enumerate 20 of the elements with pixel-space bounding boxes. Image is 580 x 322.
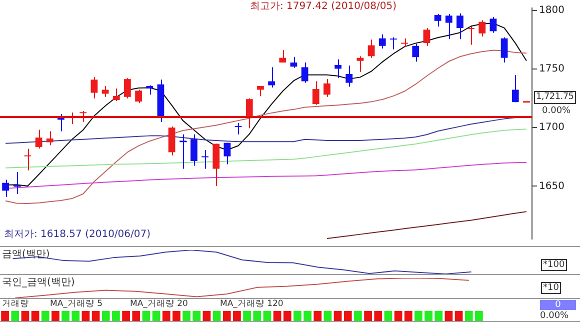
text: *10 xyxy=(541,282,561,294)
candlestick xyxy=(46,130,54,146)
y-tick-label: 1700 xyxy=(539,122,564,134)
text: 0 xyxy=(540,300,576,310)
y-tick-label: 1750 xyxy=(539,64,564,75)
text: 0.00% xyxy=(542,106,571,116)
text: *100 xyxy=(541,259,567,271)
annotation: 최저가: 1618.57 (2010/06/07) xyxy=(4,229,151,240)
annotation: 금액(백만) xyxy=(2,249,50,260)
text: MA_거래량 120 xyxy=(220,299,284,309)
y-tick-label: 1650 xyxy=(539,180,564,192)
text: 거래량 xyxy=(2,299,29,309)
annotation: 국인_금액(백만) xyxy=(2,277,75,288)
text: 0.00% xyxy=(540,311,569,321)
annotation: 최고가: 1797.42 (2010/08/05) xyxy=(250,1,397,12)
text: MA_거래량 20 xyxy=(130,299,188,309)
y-tick-label: 1800 xyxy=(539,4,564,16)
text: 1,721.75 xyxy=(534,91,576,104)
candlestick xyxy=(445,13,452,40)
text: MA_거래량 5 xyxy=(50,299,103,309)
